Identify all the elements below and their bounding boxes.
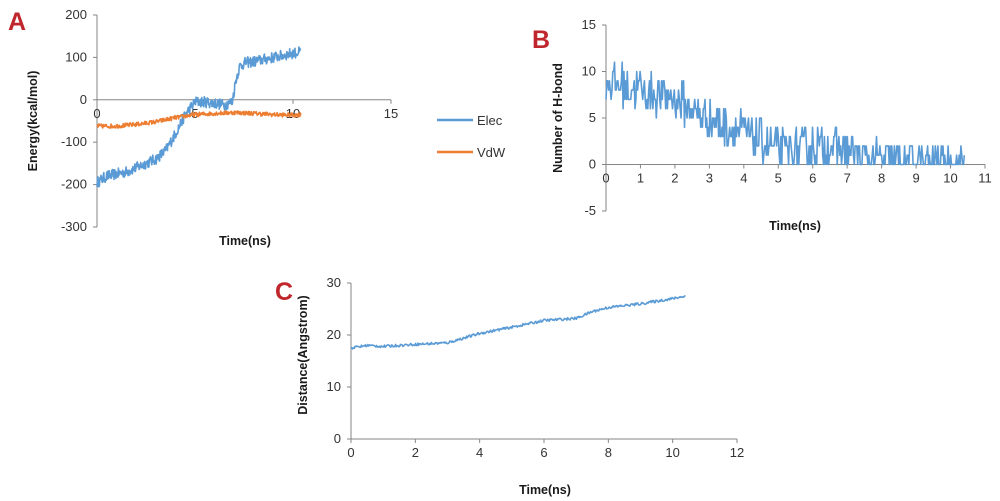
chart-b-x-tick-label: 7 — [844, 171, 851, 186]
chart-c-y-tick-label: 30 — [327, 275, 341, 290]
chart-b-y-tick-label: 0 — [589, 157, 596, 172]
chart-b-x-tick-label: 3 — [706, 171, 713, 186]
chart-a-y-tick-label: -300 — [61, 219, 87, 234]
chart-b-x-tick-label: 5 — [775, 171, 782, 186]
chart-b-y-tick-label: -5 — [584, 203, 596, 218]
chart-b-x-tick-label: 1 — [637, 171, 644, 186]
panel-c-letter: C — [275, 278, 293, 306]
chart-b-x-tick-label: 4 — [740, 171, 747, 186]
chart-a-y-tick-label: -200 — [61, 177, 87, 192]
chart-b-x-tick-label: 8 — [878, 171, 885, 186]
chart-b-x-tick-label: 10 — [943, 171, 957, 186]
chart-c-x-tick-label: 12 — [730, 445, 744, 460]
legend-label-elec: Elec — [477, 113, 503, 128]
chart-a-series-vdw — [96, 110, 302, 129]
chart-b-series-0 — [605, 61, 966, 166]
chart-c-x-tick-label: 6 — [540, 445, 547, 460]
chart-a-x-axis-label: Time(ns) — [219, 234, 271, 248]
chart-a-x-tick-label: 15 — [384, 106, 398, 121]
chart-c-x-tick-label: 10 — [665, 445, 679, 460]
chart-c-x-axis-label: Time(ns) — [519, 483, 571, 497]
chart-c-x-tick-label: 2 — [412, 445, 419, 460]
chart-b-y-tick-label: 10 — [582, 64, 596, 79]
chart-b-y-tick-label: 15 — [582, 17, 596, 32]
chart-b-x-axis-label: Time(ns) — [769, 219, 821, 233]
chart-c: 0 10 20 30 0 2 4 6 8 10 12 Time(ns) Distance(Angstro… — [296, 275, 744, 497]
chart-a-y-tick-label: 200 — [65, 7, 87, 22]
chart-c-x-tick-label: 8 — [605, 445, 612, 460]
chart-b-x-tick-label: 2 — [671, 171, 678, 186]
chart-b-x-tick-label: 0 — [602, 171, 609, 186]
panel-a-letter: A — [8, 8, 26, 36]
panel-b-letter: B — [532, 26, 550, 54]
chart-a-y-tick-label: 100 — [65, 49, 87, 64]
chart-c-y-axis-label: Distance(Angstrom) — [296, 295, 310, 414]
chart-b-x-tick-label: 6 — [809, 171, 816, 186]
chart-a-series-elec — [96, 46, 302, 188]
chart-b-x-tick-label: 9 — [912, 171, 919, 186]
legend-label-vdw: VdW — [477, 145, 506, 160]
chart-a-x-tick-label: 0 — [93, 106, 100, 121]
chart-c-x-tick-label: 0 — [347, 445, 354, 460]
chart-b-x-tick-label: 11 — [978, 171, 992, 186]
chart-b: -5 0 5 10 15 0 1 2 3 4 5 6 7 8 9 10 11 Time(ns) Number of … — [551, 17, 992, 233]
chart-c-y-tick-label: 10 — [327, 379, 341, 394]
chart-c-y-tick-label: 0 — [334, 431, 341, 446]
chart-a-legend: Elec VdW — [437, 113, 506, 160]
chart-a-y-tick-label: 0 — [80, 92, 87, 107]
chart-b-y-tick-label: 5 — [589, 110, 596, 125]
chart-a-y-axis-label: Energy(kcal/mol) — [26, 71, 40, 172]
chart-a-y-tick-label: -100 — [61, 134, 87, 149]
chart-c-x-tick-label: 4 — [476, 445, 483, 460]
chart-b-y-axis-label: Number of H-bond — [551, 63, 565, 173]
chart-c-y-tick-label: 20 — [327, 327, 341, 342]
chart-c-series-0 — [350, 295, 686, 350]
